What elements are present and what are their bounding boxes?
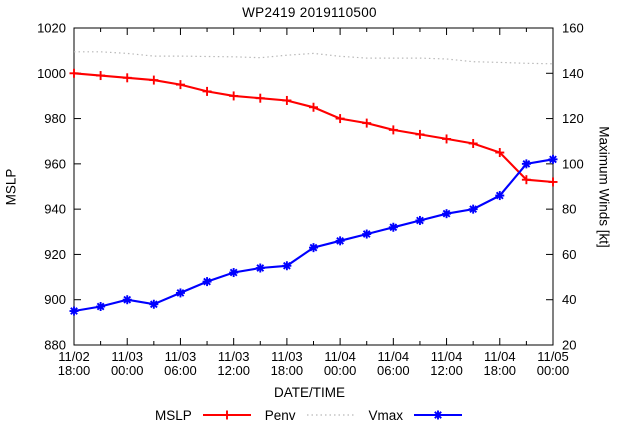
x-tick-label: 11/05 00:00: [537, 349, 570, 378]
legend-label-vmax: Vmax: [368, 407, 404, 423]
x-tick-label: 11/04 12:00: [430, 349, 463, 378]
x-tick-label: 11/03 00:00: [111, 349, 144, 378]
legend: MSLP Penv Vmax: [0, 407, 619, 423]
y-left-tick-label: 900: [44, 292, 66, 307]
y-axis-ticks: [74, 27, 553, 346]
y-right-tick-label: 120: [562, 111, 584, 126]
x-axis-label: DATE/TIME: [273, 385, 345, 400]
series-vmax-markers: [69, 154, 558, 316]
y-left-tick-label: 1000: [37, 66, 66, 81]
legend-sample-vmax: [414, 410, 463, 420]
y-right-tick-label: 60: [562, 247, 576, 262]
x-tick-label: 11/03 18:00: [271, 349, 304, 378]
legend-label-mslp: MSLP: [154, 407, 192, 423]
y-right-tick-label: 140: [562, 66, 584, 81]
y-right-tick-label: 80: [562, 202, 576, 217]
series-penv: [74, 51, 554, 65]
y-right-tick-label: 40: [562, 292, 576, 307]
plot-border: [73, 27, 554, 346]
series-mslp: [69, 68, 558, 187]
series-mslp-line: [73, 72, 554, 184]
y-left-tick-label: 980: [44, 111, 66, 126]
y-right-tick-label: 100: [562, 156, 584, 171]
y-left-tick-label: 960: [44, 156, 66, 171]
legend-item-penv: Penv: [265, 407, 357, 423]
y-left-tick-label: 920: [44, 247, 66, 262]
chart-title: WP2419 2019110500: [242, 5, 377, 20]
x-axis-ticks: [73, 28, 554, 345]
x-tick-label: 11/04 18:00: [484, 349, 517, 378]
x-tick-label: 11/03 06:00: [164, 349, 197, 378]
x-tick-label: 11/04 06:00: [377, 349, 410, 378]
legend-sample-penv: [306, 414, 355, 416]
series-vmax: [69, 154, 558, 316]
legend-item-mslp: MSLP: [155, 407, 253, 423]
y-left-tick-label: 940: [44, 202, 66, 217]
series-penv-line: [74, 51, 554, 65]
series-mslp-markers: [69, 68, 558, 187]
legend-label-penv: Penv: [264, 407, 296, 423]
x-tick-label: 11/03 12:00: [217, 349, 250, 378]
series-vmax-line: [73, 158, 554, 313]
y-right-tick-label: 20: [562, 338, 576, 353]
y-left-tick-label: 880: [44, 338, 66, 353]
legend-item-vmax: Vmax: [369, 407, 465, 423]
x-tick-label: 11/04 00:00: [324, 349, 357, 378]
y-left-tick-label: 1020: [37, 21, 66, 36]
x-tick-label: 11/02 18:00: [58, 349, 91, 378]
y-right-tick-label: 160: [562, 21, 584, 36]
legend-sample-mslp: [202, 410, 251, 420]
